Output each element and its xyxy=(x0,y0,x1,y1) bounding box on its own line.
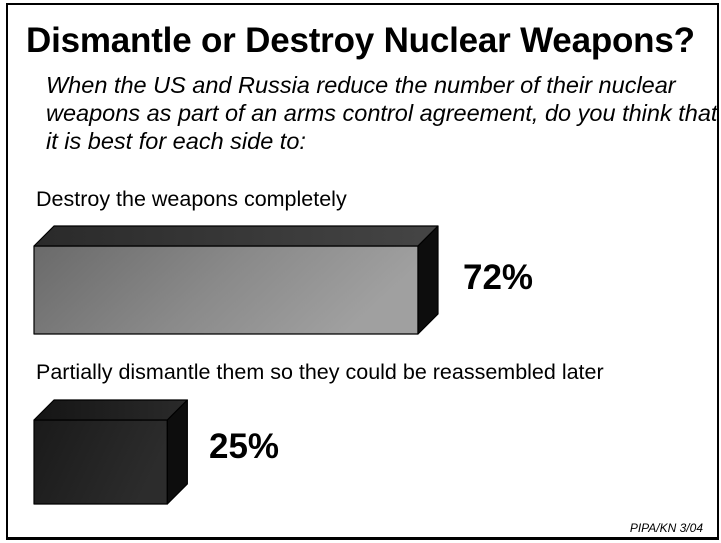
bar-destroy-side-face xyxy=(417,225,439,335)
chart-title: Dismantle or Destroy Nuclear Weapons? xyxy=(26,21,695,60)
value-label-destroy: 72% xyxy=(463,258,534,297)
category-label-dismantle: Partially dismantle them so they could b… xyxy=(36,360,604,384)
bar-dismantle-front-face xyxy=(33,419,168,505)
bar-dismantle-side-face xyxy=(166,399,188,505)
source-note: PIPA/KN 3/04 xyxy=(629,521,703,535)
bar-destroy xyxy=(33,225,439,335)
bar-destroy-top-face xyxy=(33,225,439,247)
bar-destroy-front-face xyxy=(33,245,419,335)
question-text: When the US and Russia reduce the number… xyxy=(46,72,718,154)
bar-dismantle xyxy=(33,399,188,505)
category-label-destroy: Destroy the weapons completely xyxy=(36,187,347,211)
value-label-dismantle: 25% xyxy=(209,427,280,466)
bar-dismantle-top-face xyxy=(33,399,188,421)
